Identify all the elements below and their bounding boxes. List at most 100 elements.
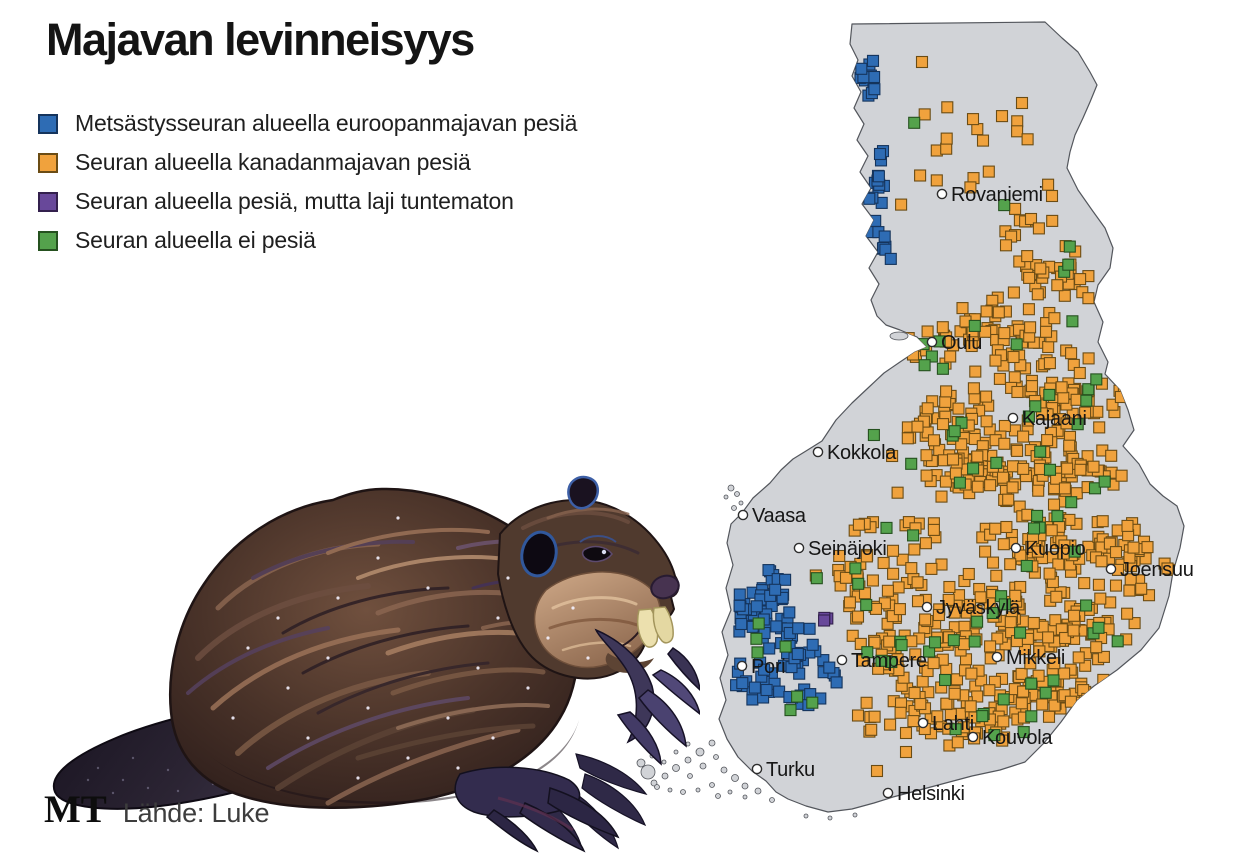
map-data-point-ca bbox=[914, 697, 927, 711]
map-data-point-ca bbox=[980, 305, 993, 318]
archipelago-island bbox=[680, 789, 686, 795]
map-data-point-none bbox=[1080, 599, 1093, 612]
map-data-point-ca bbox=[893, 603, 906, 616]
map-data-point-none bbox=[1022, 410, 1035, 423]
map-data-point-ca bbox=[866, 574, 879, 587]
map-data-point-eu bbox=[776, 591, 789, 604]
map-data-point-ca bbox=[1105, 449, 1118, 462]
map-data-point-ca bbox=[886, 544, 900, 557]
map-data-point-ca bbox=[1046, 214, 1059, 227]
city-label: Kajaani bbox=[1022, 408, 1087, 430]
map-data-point-ca bbox=[971, 450, 984, 463]
map-data-point-ca bbox=[927, 434, 941, 447]
map-data-point-ca bbox=[941, 101, 954, 114]
beaver-speckles bbox=[231, 516, 590, 780]
map-data-point-none bbox=[1020, 559, 1033, 572]
map-data-point-ca bbox=[1023, 271, 1036, 284]
map-data-point-eu bbox=[792, 622, 805, 635]
map-data-point-ca bbox=[1087, 460, 1100, 473]
map-data-point-ca bbox=[851, 709, 865, 722]
map-data-point-ca bbox=[916, 675, 929, 688]
map-data-point-ca bbox=[908, 686, 921, 700]
map-data-point-ca bbox=[911, 576, 924, 589]
map-data-point-ca bbox=[1058, 689, 1071, 702]
archipelago-island bbox=[827, 815, 833, 821]
map-data-point-ca bbox=[1017, 430, 1030, 443]
archipelago-island bbox=[727, 789, 733, 795]
map-data-point-ca bbox=[1074, 273, 1087, 286]
city-marker-circle bbox=[1010, 542, 1022, 554]
map-data-point-ca bbox=[943, 580, 956, 594]
map-data-point-ca bbox=[897, 343, 910, 356]
map-data-point-none bbox=[918, 359, 931, 372]
map-data-point-ca bbox=[964, 700, 977, 713]
archipelago-island bbox=[713, 754, 719, 760]
legend-label: Seuran alueella ei pesiä bbox=[75, 227, 316, 253]
map-data-point-ca bbox=[940, 142, 953, 155]
map-data-point-ca bbox=[1058, 482, 1071, 495]
city-marker-circle bbox=[751, 763, 763, 775]
map-data-point-eu bbox=[736, 677, 749, 690]
city-label: Joensuu bbox=[1120, 559, 1194, 581]
map-data-point-none bbox=[971, 615, 984, 628]
map-data-point-ca bbox=[942, 593, 955, 606]
map-city: Tampere bbox=[836, 650, 927, 672]
map-data-point-ca bbox=[1025, 380, 1039, 393]
map-data-point-ca bbox=[1039, 325, 1053, 338]
map-data-point-ca bbox=[1094, 592, 1107, 605]
archipelago-island bbox=[687, 773, 693, 779]
city-label: Turku bbox=[766, 759, 815, 781]
archipelago-island bbox=[738, 500, 744, 506]
map-data-point-none bbox=[1034, 445, 1047, 458]
map-data-point-ca bbox=[896, 341, 910, 354]
map-data-point-ca bbox=[946, 453, 960, 466]
map-data-point-none bbox=[849, 562, 862, 575]
map-data-point-ca bbox=[908, 543, 921, 556]
city-marker-circle bbox=[917, 717, 929, 729]
city-marker-circle bbox=[1105, 563, 1117, 575]
map-data-point-none bbox=[990, 456, 1003, 469]
map-data-point-none bbox=[947, 634, 960, 647]
map-data-point-none bbox=[852, 577, 865, 590]
map-data-point-ca bbox=[944, 350, 957, 363]
map-data-point-ca bbox=[948, 687, 961, 700]
map-data-point-ca bbox=[911, 595, 925, 608]
map-data-point-ca bbox=[1007, 350, 1020, 364]
map-data-point-ca bbox=[1142, 589, 1156, 602]
map-data-point-eu bbox=[868, 83, 881, 96]
map-data-point-ca bbox=[1008, 371, 1021, 384]
map-data-point-ca bbox=[984, 479, 997, 492]
map-city: Seinäjoki bbox=[793, 538, 887, 560]
map-data-point-ca bbox=[886, 610, 899, 623]
map-data-point-ca bbox=[1055, 381, 1068, 394]
map-data-point-ca bbox=[998, 419, 1011, 433]
city-label: Tampere bbox=[851, 650, 927, 672]
map-data-point-ca bbox=[997, 715, 1010, 728]
map-data-point-ca bbox=[877, 335, 890, 349]
map-data-point-ca bbox=[989, 354, 1002, 367]
map-data-point-none bbox=[1065, 496, 1078, 509]
map-data-point-ca bbox=[1043, 567, 1056, 580]
archipelago-island bbox=[754, 787, 762, 795]
map-data-point-ca bbox=[1027, 616, 1040, 630]
map-data-point-eu bbox=[750, 600, 763, 613]
map-data-point-ca bbox=[1058, 289, 1071, 302]
map-data-point-ca bbox=[998, 437, 1011, 450]
map-data-point-ca bbox=[990, 569, 1003, 582]
map-data-point-none bbox=[895, 639, 908, 652]
city-label: Kuopio bbox=[1025, 538, 1086, 560]
map-data-point-ca bbox=[1031, 545, 1044, 558]
map-data-point-none bbox=[928, 636, 942, 649]
map-data-point-ca bbox=[989, 522, 1002, 535]
map-city: Kuopio bbox=[1010, 538, 1086, 560]
map-data-point-ca bbox=[1129, 391, 1142, 404]
map-data-point-ca bbox=[914, 169, 927, 182]
map-data-point-eu bbox=[763, 642, 776, 655]
map-data-point-ca bbox=[1032, 669, 1045, 682]
archipelago-island bbox=[731, 505, 737, 511]
map-data-point-none bbox=[1111, 635, 1124, 648]
map-data-point-ca bbox=[899, 745, 913, 759]
map-city: Helsinki bbox=[882, 783, 965, 805]
map-data-point-ca bbox=[979, 545, 992, 558]
